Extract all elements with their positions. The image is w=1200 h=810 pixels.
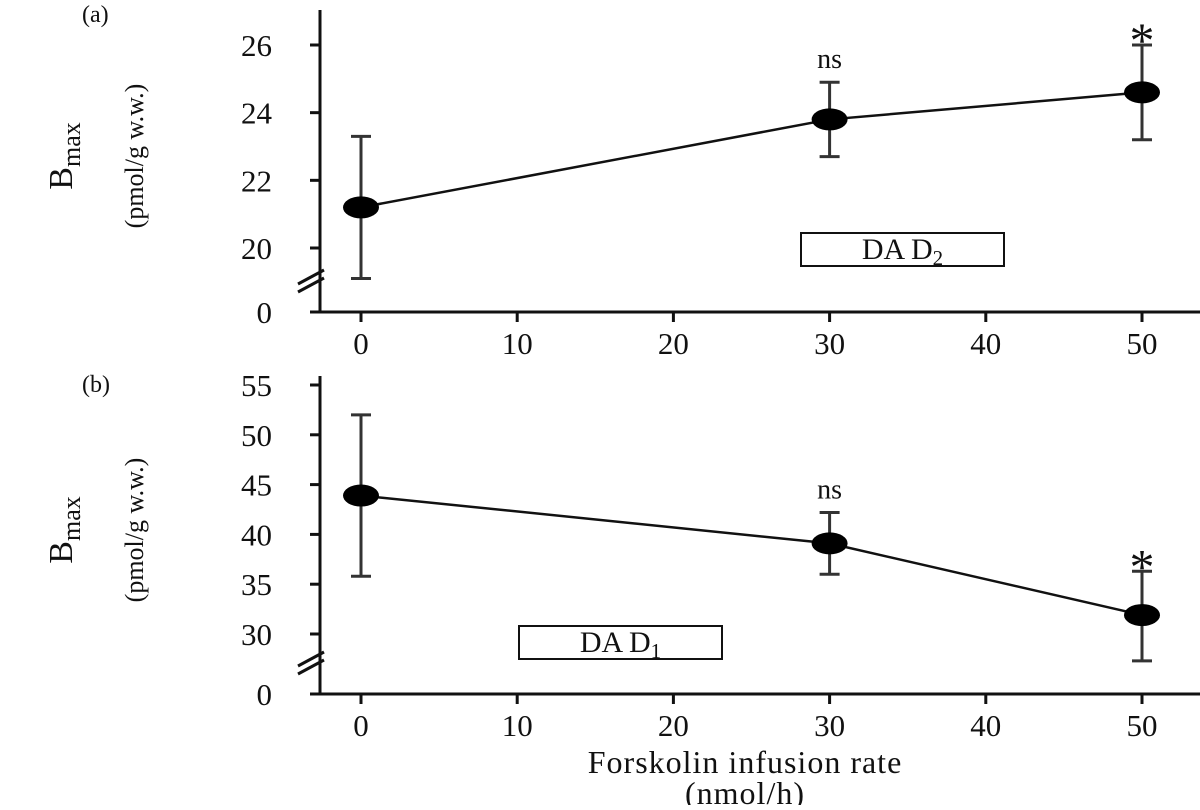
x-tick-label: 10 <box>502 708 533 743</box>
y-tick-label: 35 <box>241 567 272 602</box>
y-tick-label: 24 <box>241 96 273 131</box>
data-point <box>343 484 379 507</box>
x-tick-label: 40 <box>970 326 1001 361</box>
x-tick-label: 50 <box>1127 708 1158 743</box>
receptor-label-main: DA D <box>580 626 651 659</box>
axis-break-mark <box>297 276 325 294</box>
x-tick-label: 20 <box>658 708 689 743</box>
receptor-label-main: DA D <box>862 233 933 266</box>
x-axis-label-line2: (nmol/h) <box>685 775 805 805</box>
y-axis-units: (pmol/g w.w.) <box>120 84 149 229</box>
y-tick-label: 40 <box>241 517 272 552</box>
significance-ns: ns <box>817 44 842 75</box>
x-tick-label: 10 <box>502 326 533 361</box>
y-tick-label: 30 <box>241 617 272 652</box>
significance-star: * <box>1130 12 1155 68</box>
y-tick-label: 45 <box>241 468 272 503</box>
receptor-label: DA D2 <box>862 233 943 270</box>
axis-break-mark <box>297 658 325 676</box>
data-point <box>811 532 848 555</box>
y-axis-label-main: B <box>43 541 80 564</box>
receptor-label-subscript: 1 <box>651 639 662 663</box>
panel-label: (a) <box>82 2 109 28</box>
axis-break-mark <box>297 650 325 668</box>
x-tick-label: 30 <box>814 326 845 361</box>
y-axis-label-subscript: max <box>57 122 86 167</box>
y-tick-label: 20 <box>241 231 272 266</box>
panel-a: 0 20 22 24 26 0 10 20 30 40 50 (a) Bmax (pmol/g w.w.)… <box>43 2 1200 361</box>
x-tick-label: 0 <box>353 708 369 743</box>
x-tick-label: 50 <box>1127 326 1158 361</box>
data-point <box>1124 604 1160 627</box>
y-tick-label: 22 <box>241 163 272 198</box>
panel-label: (b) <box>82 372 110 398</box>
y-tick-label: 55 <box>241 368 272 403</box>
receptor-label-box <box>800 232 1005 267</box>
series-line <box>360 91 1143 209</box>
data-point <box>343 196 379 219</box>
y-axis-label-main: B <box>43 167 80 190</box>
receptor-label-subscript: 2 <box>933 246 944 270</box>
significance-star: * <box>1130 538 1155 594</box>
receptor-label: DA D1 <box>580 626 661 663</box>
x-tick-label: 20 <box>658 326 689 361</box>
receptor-label-box <box>518 625 723 660</box>
data-point <box>1124 81 1160 104</box>
axis-break-mark <box>297 268 325 286</box>
data-point <box>811 108 848 131</box>
x-tick-label: 0 <box>353 326 369 361</box>
y-axis-label-subscript: max <box>57 496 86 541</box>
y-axis-units: (pmol/g w.w.) <box>120 458 149 603</box>
x-tick-label: 30 <box>814 708 845 743</box>
y-axis-label: Bmax <box>43 122 86 189</box>
significance-ns: ns <box>817 474 842 505</box>
series-line <box>360 494 1143 617</box>
y-tick-label: 0 <box>257 295 273 330</box>
x-tick-label: 40 <box>970 708 1001 743</box>
y-axis-label: Bmax <box>43 496 86 563</box>
x-axis-label-line1: Forskolin infusion rate <box>588 744 903 780</box>
y-tick-label: 50 <box>241 418 272 453</box>
panel-b: 0 30 35 40 45 50 55 0 10 20 30 40 50 (b) Bmax (pmol/g w… <box>43 368 1200 743</box>
y-tick-label: 26 <box>241 28 272 63</box>
y-tick-label: 0 <box>257 677 273 712</box>
